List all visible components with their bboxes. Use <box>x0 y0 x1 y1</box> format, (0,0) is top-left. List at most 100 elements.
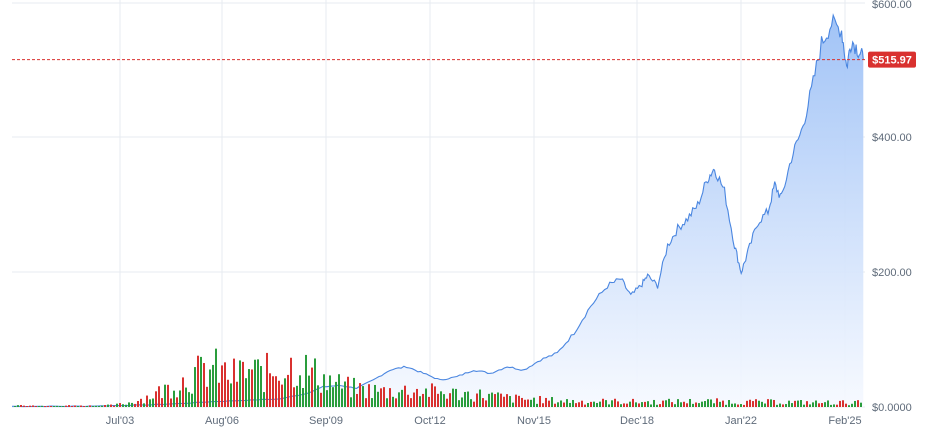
volume-bar <box>722 400 724 407</box>
volume-bar <box>308 375 310 407</box>
volume-bar <box>281 384 283 407</box>
volume-bar <box>611 400 613 407</box>
volume-bar <box>710 399 712 407</box>
volume-bar <box>512 402 514 407</box>
volume-bar <box>584 404 586 407</box>
current-price-label: $515.97 <box>872 55 912 67</box>
volume-bar <box>149 399 151 407</box>
volume-bar <box>380 388 382 407</box>
volume-bar <box>698 403 700 407</box>
volume-bar <box>473 401 475 407</box>
volume-bar <box>773 399 775 407</box>
volume-bar <box>326 390 328 407</box>
volume-bar <box>236 381 238 407</box>
volume-bar <box>68 405 70 407</box>
volume-bar <box>419 396 421 407</box>
volume-bar <box>617 401 619 407</box>
volume-bar <box>353 377 355 407</box>
volume-bar <box>158 386 160 407</box>
volume-bar <box>35 406 37 407</box>
volume-bar <box>140 398 142 407</box>
volume-bar <box>224 362 226 407</box>
volume-bar <box>143 403 145 407</box>
volume-bar <box>581 400 583 407</box>
volume-bar <box>47 406 49 407</box>
volume-bar <box>26 406 28 407</box>
volume-bar <box>377 391 379 407</box>
volume-bar <box>803 404 805 407</box>
volume-bar <box>851 403 853 407</box>
volume-bar <box>305 354 307 407</box>
volume-bar <box>431 383 433 407</box>
volume-bar <box>725 404 727 407</box>
volume-bar <box>20 404 22 407</box>
volume-bar <box>50 406 52 407</box>
volume-bar <box>563 402 565 407</box>
volume-bar <box>683 401 685 407</box>
volume-bar <box>827 400 829 407</box>
y-tick-label: $200.00 <box>872 267 912 279</box>
volume-bar <box>728 400 730 407</box>
volume-bar <box>695 402 697 407</box>
volume-bar <box>116 403 118 407</box>
volume-bar <box>842 400 844 407</box>
volume-bar <box>122 404 124 407</box>
volume-bar <box>488 393 490 407</box>
volume-bar <box>341 388 343 407</box>
volume-bar <box>119 403 121 407</box>
volume-bar <box>542 403 544 407</box>
volume-bar <box>689 398 691 407</box>
volume-bar <box>32 405 34 407</box>
volume-bar <box>176 397 178 407</box>
volume-bar <box>566 399 568 407</box>
volume-bar <box>347 376 349 407</box>
volume-bar <box>479 389 481 407</box>
volume-bar <box>278 380 280 407</box>
volume-bar <box>146 395 148 407</box>
volume-bar <box>173 390 175 407</box>
volume-bar <box>692 403 694 407</box>
volume-bar <box>713 403 715 407</box>
volume-bar <box>362 386 364 407</box>
volume-bar <box>299 375 301 407</box>
volume-bar <box>509 396 511 407</box>
volume-bar <box>434 386 436 407</box>
volume-bar <box>761 401 763 407</box>
volume-bar <box>719 401 721 407</box>
volume-bar <box>659 404 661 407</box>
volume-bar <box>53 406 55 407</box>
volume-bar <box>560 400 562 407</box>
volume-bar <box>503 396 505 407</box>
volume-bar <box>782 404 784 407</box>
volume-bar <box>89 405 91 407</box>
volume-bar <box>788 400 790 407</box>
volume-bar <box>518 395 520 407</box>
volume-bar <box>836 404 838 407</box>
volume-bar <box>260 366 262 407</box>
volume-bar <box>182 377 184 407</box>
volume-bar <box>242 361 244 407</box>
volume-bar <box>113 405 115 407</box>
volume-bar <box>545 397 547 407</box>
volume-bar <box>38 406 40 407</box>
volume-bar <box>425 388 427 407</box>
volume-bar <box>593 401 595 407</box>
volume-bar <box>533 397 535 407</box>
volume-bar <box>536 403 538 407</box>
volume-bar <box>824 402 826 407</box>
volume-bar <box>587 403 589 407</box>
volume-bar <box>500 393 502 407</box>
volume-bar <box>29 405 31 407</box>
volume-bar <box>485 400 487 407</box>
volume-bar <box>257 359 259 407</box>
volume-bar <box>239 360 241 407</box>
volume-bar <box>464 391 466 407</box>
volume-bar <box>125 404 127 407</box>
volume-bar <box>107 404 109 407</box>
volume-bar <box>527 399 529 407</box>
x-tick-label: Sep'09 <box>309 415 343 427</box>
volume-bar <box>74 405 76 407</box>
volume-bar <box>482 398 484 407</box>
volume-bar <box>830 404 832 407</box>
